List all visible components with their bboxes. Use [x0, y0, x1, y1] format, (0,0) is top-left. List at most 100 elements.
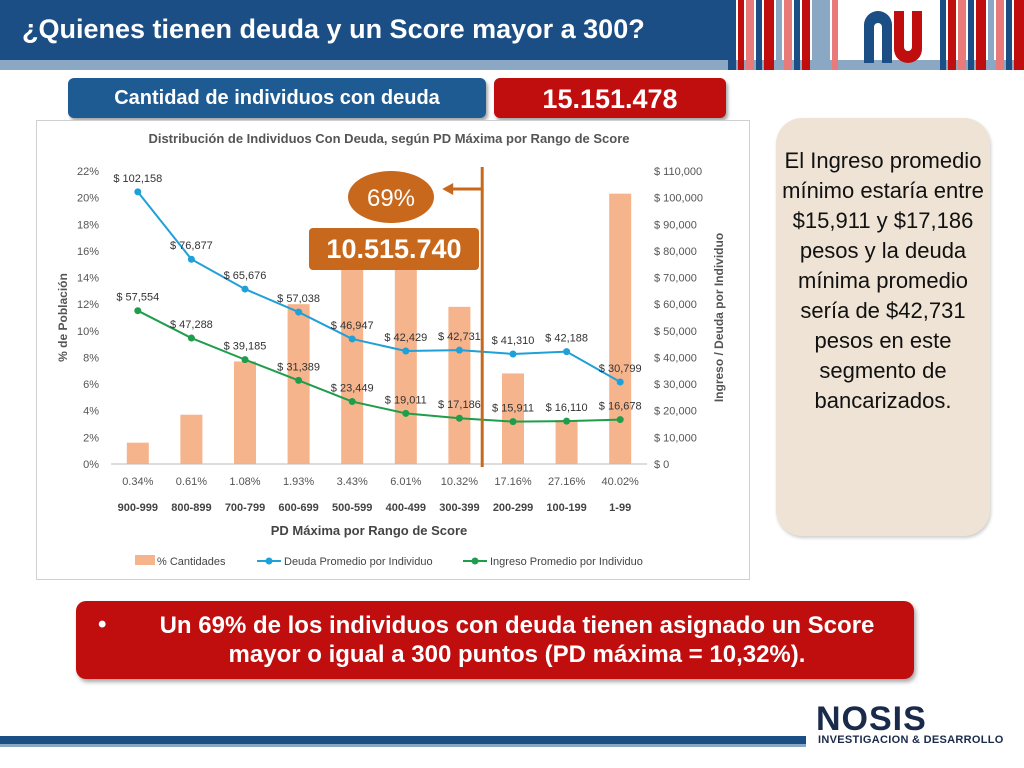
debt-point — [295, 308, 303, 316]
income-point — [455, 414, 463, 422]
legend-label: Deuda Promedio por Individuo — [284, 556, 433, 568]
income-data-label: $ 16,110 — [546, 402, 588, 414]
y2-tick-label: $ 40,000 — [654, 352, 697, 364]
y2-tick-label: $ 20,000 — [654, 406, 697, 418]
chart-title: Distribución de Individuos Con Deuda, se… — [148, 131, 629, 146]
debt-point — [616, 378, 624, 386]
count-badge — [309, 228, 479, 270]
y2-tick-label: $ 80,000 — [654, 246, 697, 258]
decorative-stripes — [728, 0, 1024, 70]
pd-tick-label: 3.43% — [337, 476, 368, 488]
debt-data-label: $ 41,310 — [492, 335, 535, 347]
bullet-icon: • — [98, 611, 107, 638]
y-tick-label: 2% — [83, 432, 99, 444]
x-tick-label: 700-799 — [225, 502, 265, 514]
x-tick-label: 200-299 — [493, 502, 533, 514]
count-value-pill: 15.151.478 — [494, 78, 726, 118]
title-bar — [0, 0, 730, 60]
insight-text: El Ingreso promedio mínimo estaría entre… — [782, 148, 984, 413]
title-bar-stripe — [0, 60, 1024, 70]
brand-logo: NOSIS — [816, 700, 927, 738]
y2-tick-label: $ 100,000 — [654, 193, 703, 205]
pd-tick-label: 27.16% — [548, 476, 586, 488]
chart-svg: Distribución de Individuos Con Deuda, se… — [56, 131, 726, 568]
debt-data-label: $ 76,877 — [170, 240, 213, 252]
income-data-label: $ 17,186 — [438, 399, 481, 411]
bar — [126, 442, 149, 464]
insight-box: El Ingreso promedio mínimo estaría entre… — [776, 118, 990, 536]
legend-label: Ingreso Promedio por Individuo — [490, 556, 643, 568]
conclusion-text: Un 69% de los individuos con deuda tiene… — [159, 612, 875, 668]
x-tick-label: 500-599 — [332, 502, 372, 514]
income-point — [187, 334, 195, 342]
debt-point — [455, 346, 463, 354]
pd-tick-label: 40.02% — [602, 476, 640, 488]
debt-data-label: $ 30,799 — [599, 363, 642, 375]
debt-data-label: $ 42,731 — [438, 331, 481, 343]
x-tick-label: 100-199 — [546, 502, 586, 514]
debt-data-label: $ 46,947 — [331, 320, 374, 332]
y2-tick-label: $ 70,000 — [654, 273, 697, 285]
count-label-pill: Cantidad de individuos con deuda — [68, 78, 486, 118]
income-data-label: $ 31,389 — [277, 361, 320, 373]
x-tick-label: 600-699 — [278, 502, 318, 514]
pd-tick-label: 0.34% — [122, 476, 153, 488]
income-data-label: $ 57,554 — [116, 292, 159, 304]
income-point — [134, 307, 142, 315]
company-logo-icon — [864, 11, 922, 63]
x-tick-label: 1-99 — [609, 502, 631, 514]
y-tick-label: 22% — [77, 166, 99, 178]
income-point — [402, 409, 410, 417]
bar — [287, 304, 310, 464]
pd-tick-label: 1.93% — [283, 476, 314, 488]
debt-point — [509, 350, 517, 358]
income-line — [137, 309, 621, 423]
pd-tick-label: 17.16% — [494, 476, 532, 488]
pd-tick-label: 6.01% — [390, 476, 421, 488]
y-tick-label: 14% — [77, 273, 99, 285]
y2-tick-label: $ 0 — [654, 459, 669, 471]
income-data-label: $ 23,449 — [331, 383, 374, 395]
debt-point — [563, 348, 571, 356]
y2-tick-label: $ 10,000 — [654, 432, 697, 444]
debt-data-label: $ 42,188 — [545, 333, 588, 345]
bar — [234, 361, 256, 464]
pd-tick-label: 10.32% — [441, 476, 479, 488]
debt-data-label: $ 42,429 — [384, 332, 427, 344]
debt-data-label: $ 102,158 — [113, 173, 162, 185]
income-point — [295, 376, 303, 384]
x-tick-label: 300-399 — [439, 502, 479, 514]
count-badge-label: 10.515.740 — [326, 234, 461, 264]
pd-tick-label: 1.08% — [229, 476, 260, 488]
legend-label: % Cantidades — [157, 556, 226, 568]
y2-tick-label: $ 30,000 — [654, 379, 697, 391]
bar — [180, 414, 203, 464]
income-data-label: $ 39,185 — [224, 341, 267, 353]
x-axis-label: PD Máxima por Rango de Score — [271, 523, 468, 538]
income-point — [348, 398, 356, 406]
legend-marker-debt — [265, 557, 273, 565]
income-data-label: $ 16,678 — [599, 401, 642, 413]
income-point — [616, 416, 624, 424]
brand-subtitle: INVESTIGACION & DESARROLLO — [818, 734, 1004, 746]
bar — [609, 193, 632, 464]
footer-bar-stripe — [0, 744, 806, 747]
bar — [394, 230, 417, 464]
y-tick-label: 6% — [83, 379, 99, 391]
bar — [448, 306, 471, 464]
debt-data-label: $ 57,038 — [277, 293, 320, 305]
slide-title: ¿Quienes tienen deuda y un Score mayor a… — [22, 14, 645, 44]
pct-badge-label: 69% — [367, 185, 415, 212]
income-point — [241, 356, 249, 364]
y-tick-label: 16% — [77, 246, 99, 258]
bar — [555, 420, 578, 464]
y2-tick-label: $ 110,000 — [654, 166, 702, 178]
income-data-label: $ 47,288 — [170, 319, 213, 331]
bar — [341, 257, 364, 464]
debt-point — [187, 255, 195, 263]
chart-panel: Distribución de Individuos Con Deuda, se… — [36, 120, 750, 580]
x-tick-label: 800-899 — [171, 502, 211, 514]
x-tick-label: 900-999 — [118, 502, 158, 514]
pct-badge — [348, 171, 434, 223]
income-point — [509, 418, 517, 426]
